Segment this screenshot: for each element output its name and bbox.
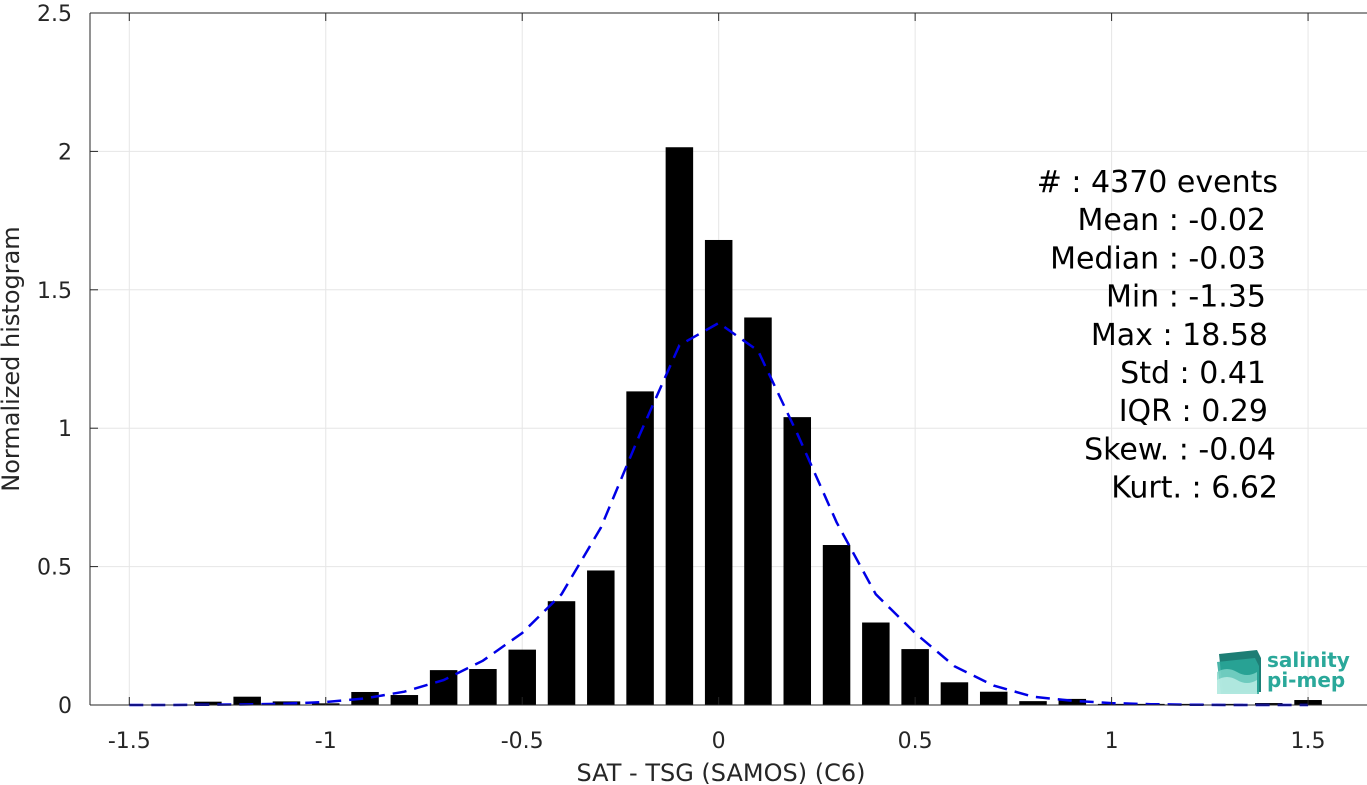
stats-line: IQR : 0.29 — [1119, 394, 1268, 429]
wave-logo-icon — [1217, 650, 1261, 694]
stats-line: Kurt. : 6.62 — [1111, 471, 1278, 506]
histogram-bars — [194, 147, 1322, 706]
histogram-bar — [822, 545, 851, 705]
histogram-bar — [429, 670, 458, 705]
stats-line: Max : 18.58 — [1091, 318, 1268, 353]
logo-line-1: salinity — [1267, 648, 1350, 672]
x-tick-label: -0.5 — [501, 729, 544, 754]
y-axis-ticks: 0 0.5 1 1.5 2 2.5 — [37, 2, 98, 719]
y-tick-label: 2 — [58, 140, 72, 165]
histogram-bar — [351, 691, 379, 705]
histogram-bar — [1215, 703, 1244, 705]
histogram-bar — [1058, 698, 1087, 705]
histogram-bar — [233, 696, 261, 705]
stats-line: Median : -0.03 — [1050, 241, 1266, 276]
salinity-pimep-logo: salinity pi-mep — [1217, 648, 1350, 694]
axes — [89, 12, 1367, 706]
y-tick-label: 2.5 — [37, 2, 72, 27]
histogram-bar — [1019, 701, 1047, 705]
x-tick-label: 1.5 — [1291, 729, 1326, 754]
x-axis-label: SAT - TSG (SAMOS) (C6) — [577, 759, 866, 785]
y-tick-label: 0 — [58, 694, 72, 719]
x-tick-label: -1.5 — [108, 729, 151, 754]
y-tick-label: 1 — [58, 417, 72, 442]
histogram-bar — [469, 669, 497, 705]
histogram-bar — [901, 649, 929, 705]
histogram-bar — [665, 147, 694, 706]
stats-line: Std : 0.41 — [1120, 356, 1266, 391]
x-tick-label: -1 — [315, 729, 337, 754]
x-tick-label: 1 — [1105, 729, 1119, 754]
y-tick-label: 1.5 — [37, 279, 72, 304]
histogram-bar — [508, 649, 536, 705]
histogram-bar — [704, 239, 733, 705]
histogram-bar — [940, 682, 969, 705]
histogram-bar — [587, 570, 615, 705]
histogram-bar — [390, 695, 419, 705]
stats-line: # : 4370 events — [1037, 165, 1278, 200]
histogram-bar — [862, 622, 890, 705]
logo-line-2: pi-mep — [1267, 668, 1345, 692]
y-tick-label: 0.5 — [37, 556, 72, 581]
x-tick-label: 0.5 — [898, 729, 933, 754]
stats-line: Skew. : -0.04 — [1084, 432, 1276, 467]
stats-line: Min : -1.35 — [1106, 280, 1266, 315]
histogram-bar — [979, 691, 1008, 705]
x-tick-label: 0 — [712, 729, 726, 754]
y-axis-label: Normalized histogram — [0, 226, 25, 491]
histogram-bar — [744, 317, 772, 705]
histogram-bar — [626, 391, 654, 705]
stats-line: Mean : -0.02 — [1077, 203, 1266, 238]
histogram-bar — [194, 701, 222, 705]
x-axis-ticks: -1.5 -1 -0.5 0 0.5 1 1.5 — [108, 13, 1326, 754]
histogram-bar — [547, 601, 576, 705]
histogram-bar — [783, 417, 812, 705]
